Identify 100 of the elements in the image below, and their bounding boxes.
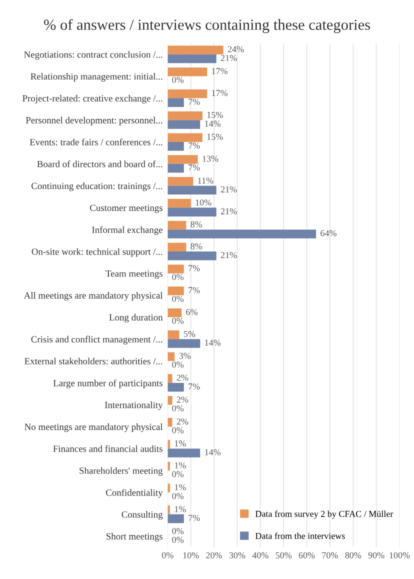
data-label: 3% [179,352,191,359]
bar [168,142,184,151]
y-tick-label: Relationship management: initial... [30,73,162,82]
y-tick-label: Shareholders' meeting [80,467,163,476]
data-label: 13% [202,156,218,162]
data-label: 15% [207,112,223,118]
data-label: 0% [172,492,184,500]
bar [168,186,216,195]
bar [168,68,208,76]
data-label: 1% [174,506,186,512]
data-label: 14% [205,120,221,127]
chart-title: % of answers / interviews containing these categories [44,19,370,34]
bar [168,251,216,260]
data-label: 7% [188,265,200,272]
y-tick-label: Finances and financial audits [53,445,162,452]
y-tick-label: Continuing education: trainings /... [32,182,162,192]
y-tick-label: Large number of participants [53,380,162,388]
data-label: 21% [220,208,237,214]
bar [168,177,194,186]
y-tick-label: Confidentiality [106,489,163,498]
y-tick-label: External stakeholders: authorities /... [24,358,162,364]
bar [168,198,191,208]
y-tick-label: Team meetings [106,270,162,279]
data-label: 2% [176,374,188,381]
data-label: 0% [172,274,184,280]
data-label: 1% [174,440,186,447]
data-label: 0% [172,362,184,368]
data-label: 0% [172,76,184,83]
y-tick-label: Events: trade fairs / conferences /... [30,138,162,146]
data-label: 10% [196,199,212,206]
data-label: 0% [172,405,184,412]
x-tick-label: 70% [322,552,338,558]
bar [168,339,200,348]
data-label: 14% [205,340,221,346]
y-tick-label: Internationality [104,402,163,410]
bar [168,54,216,64]
y-tick-label: Informal exchange [92,226,162,235]
legend-label: Data from the interviews [255,532,345,539]
bar [168,230,316,238]
data-label: 14% [205,449,221,456]
bar [168,286,184,296]
data-label: 0% [172,318,184,324]
x-tick-label: 90% [368,552,384,558]
data-label: 24% [228,46,244,52]
data-label: 0% [172,528,184,534]
bar [168,120,200,129]
bar [168,374,172,383]
data-label: 0% [172,427,184,434]
data-label: 6% [186,308,198,316]
bar [168,155,198,164]
y-tick-label: Consulting [122,511,163,520]
y-tick-label: Project-related: creative exchange /... [22,94,162,104]
data-label: 11% [198,178,214,184]
x-tick-label: 80% [345,552,362,558]
y-tick-label: On-site work: technical support /... [32,248,162,257]
y-tick-label: Long duration [109,314,163,323]
x-tick-label: 100% [390,552,410,558]
x-tick-label: 40% [252,552,268,558]
data-label: 5% [184,330,196,337]
y-tick-label: All meetings are mandatory physical [24,292,163,301]
data-label: 15% [207,134,223,140]
bar [168,208,216,216]
data-label: 0% [172,536,184,543]
bar [168,396,172,405]
legend-label: Data from survey 2 by CFAC / Müller [255,510,394,519]
bar [168,242,186,252]
bar [168,264,184,274]
data-label: 1% [174,484,186,490]
x-tick-label: 30% [229,552,246,558]
y-tick-label: Board of directors and board of... [37,160,162,168]
data-label: 1% [174,462,186,468]
data-label: 64% [320,230,336,236]
x-tick-label: 0% [162,552,174,558]
bar [168,133,202,142]
y-tick-label: Customer meetings [90,204,162,213]
data-label: 0% [172,296,184,302]
bar [168,111,202,120]
data-label: 2% [176,418,188,425]
x-tick-label: 10% [183,552,199,558]
x-tick-label: 60% [298,552,315,558]
bar [168,98,184,107]
bar [168,330,180,340]
bar [168,46,224,54]
y-tick-label: Negotiations: contract conclusion /... [24,51,162,60]
data-label: 7% [188,287,200,294]
bar [168,89,208,98]
bar [168,448,200,458]
data-label: 0% [172,471,184,478]
data-label: 21% [220,54,237,62]
data-label: 7% [188,98,200,105]
data-label: 7% [188,142,200,149]
y-tick-label: No meetings are mandatory physical [24,423,163,432]
data-label: 8% [190,221,202,228]
y-tick-label: Short meetings [106,532,162,542]
bar [168,382,184,392]
x-tick-label: 50% [276,552,292,558]
bar [168,164,184,173]
bar [168,220,186,230]
bar [168,514,184,524]
data-label: 21% [220,252,237,258]
